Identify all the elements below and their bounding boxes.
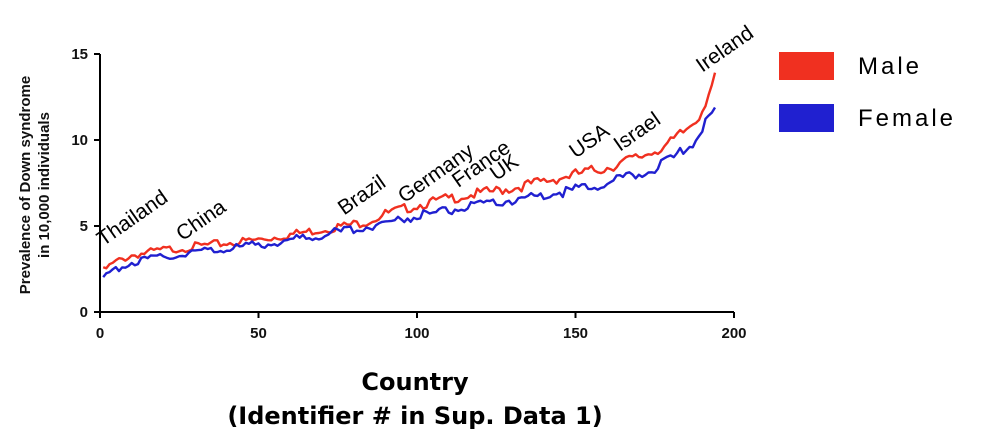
x-tick-label: 150 (563, 325, 588, 342)
legend-label-male: Male (858, 53, 922, 80)
legend-label-female: Female (858, 105, 956, 132)
annotations: Thailand China Brazil GermanyFranceUKUSAIsr… (93, 21, 758, 250)
x-tick-label: 200 (721, 325, 746, 342)
annotation-label: Brazil (334, 171, 390, 220)
plot-area (102, 72, 717, 278)
annotation-label: China (172, 195, 230, 245)
y-tick-label: 0 (80, 304, 88, 321)
x-tick-label: 50 (250, 325, 267, 342)
y-axis-label-line1: Prevalence of Down syndrome (17, 76, 34, 294)
y-tick-label: 15 (71, 46, 88, 63)
series-line-male (102, 72, 717, 270)
legend-swatch-female (779, 104, 834, 132)
x-axis-label-line1: Country (361, 368, 469, 396)
annotation-label: Israel (610, 108, 665, 156)
x-tick-label: 0 (96, 325, 104, 342)
legend-swatch-male (779, 52, 834, 80)
x-axis-label-line2: (Identifier # in Sup. Data 1) (227, 402, 602, 430)
annotation-label: Ireland (692, 21, 758, 77)
axes: 0 50 100 150 200 0 5 10 15 (71, 46, 746, 342)
y-tick-label: 10 (71, 132, 88, 149)
annotation-label: Thailand (93, 186, 172, 251)
annotation-label: USA (565, 119, 614, 163)
y-axis-label-line2: in 10,000 individuals (36, 112, 53, 258)
x-tick-label: 100 (404, 325, 429, 342)
legend: Male Female (779, 52, 956, 132)
series-line-female (102, 106, 717, 278)
y-tick-label: 5 (80, 218, 88, 235)
